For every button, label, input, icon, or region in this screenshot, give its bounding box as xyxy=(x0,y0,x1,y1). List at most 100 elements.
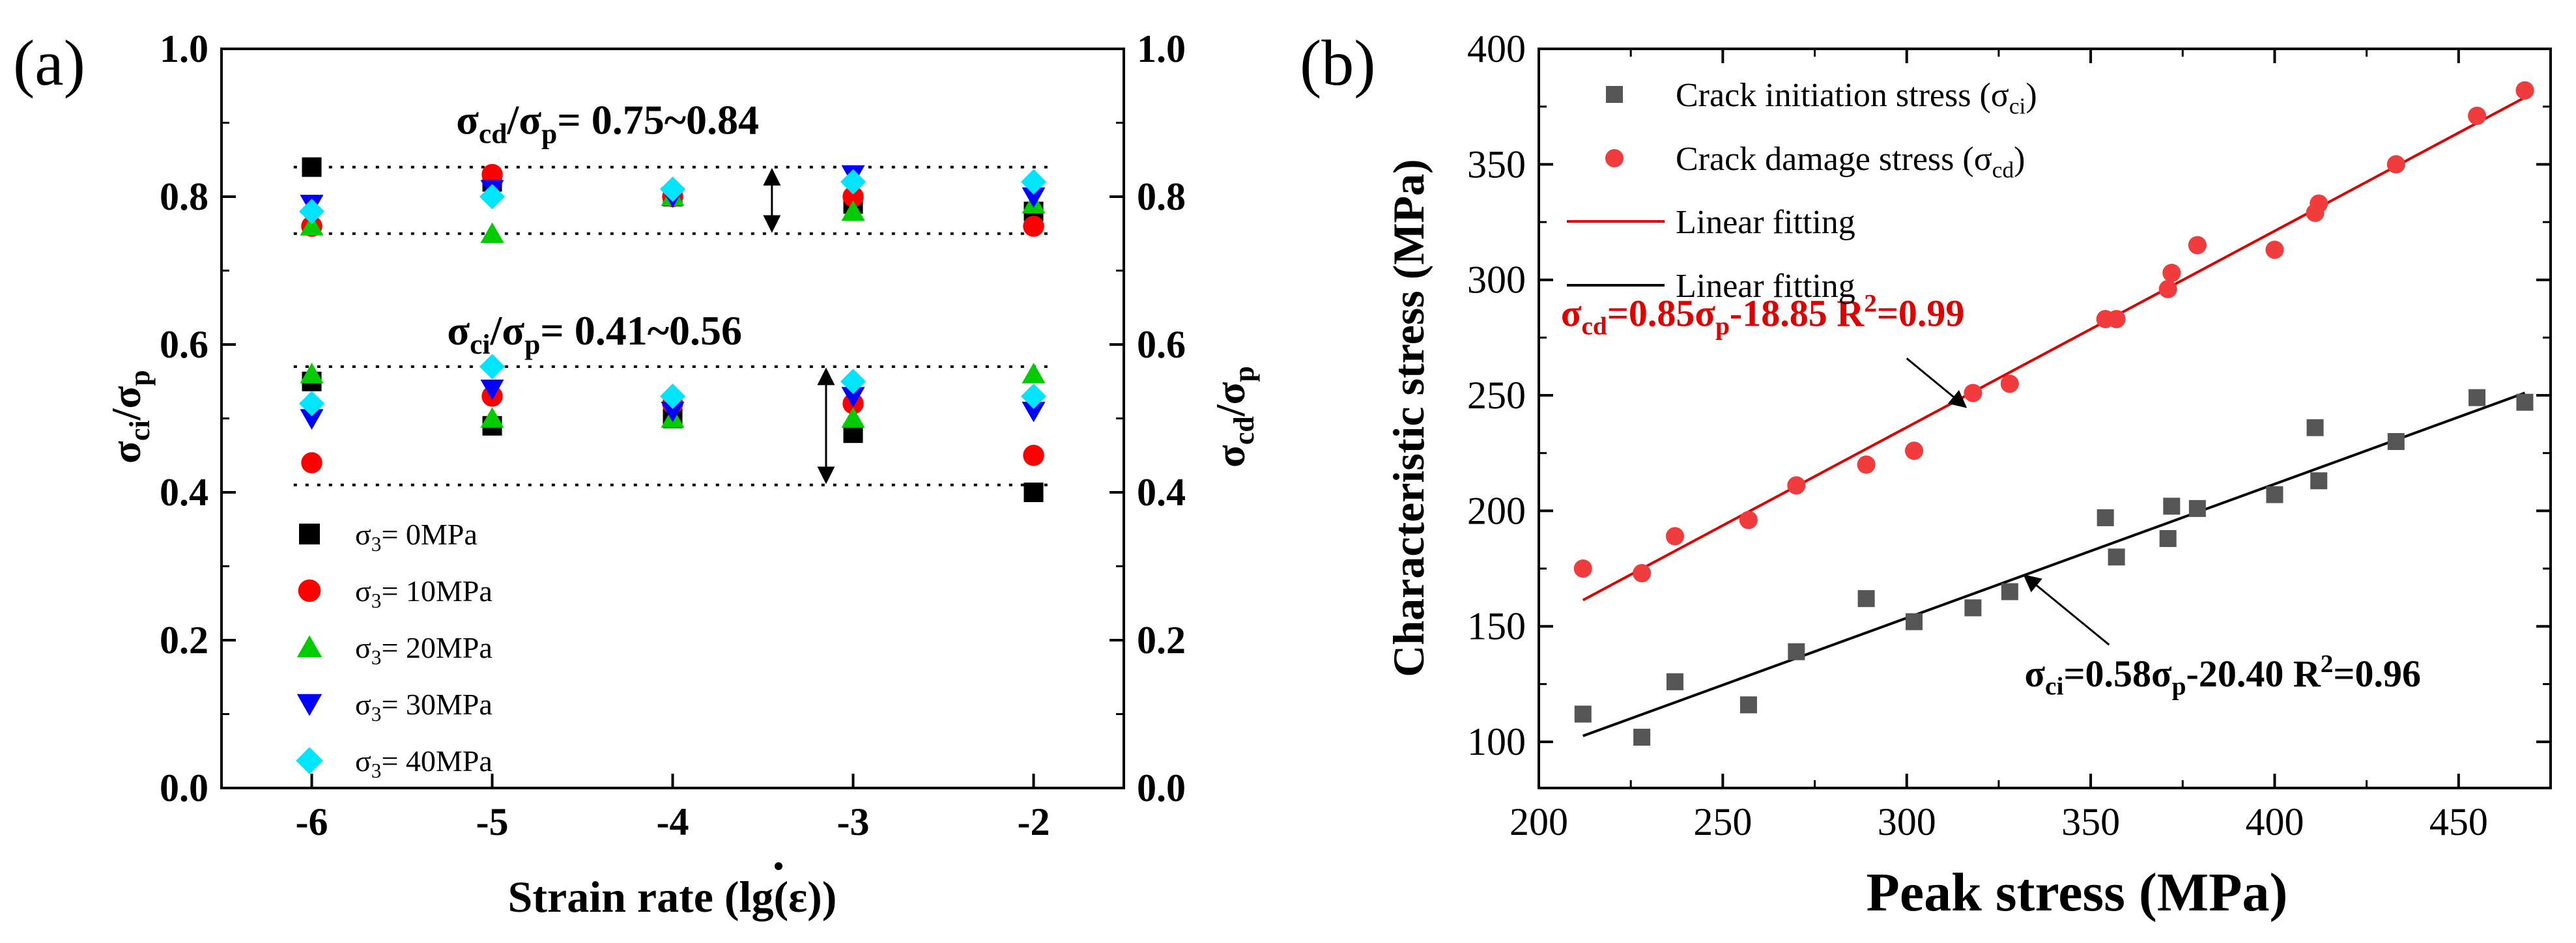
panel-a-label: (a) xyxy=(13,27,85,99)
x-tick-label: 450 xyxy=(2429,800,2488,843)
x-tick-label: 300 xyxy=(1878,800,1936,843)
strain-rate-dot-accent xyxy=(775,862,782,870)
crack-initiation-point xyxy=(1788,643,1805,660)
ci-ratio-point xyxy=(841,387,865,408)
crack-damage-point xyxy=(1857,455,1876,474)
crack-damage-point xyxy=(2386,155,2405,174)
x-tick-label: -4 xyxy=(657,800,689,843)
panel-a-data-points xyxy=(299,157,1046,502)
legend-marker xyxy=(298,579,321,602)
y-right-tick-label: 0.4 xyxy=(1137,471,1186,514)
x-tick-label: 200 xyxy=(1510,800,1568,843)
ci-ratio-point xyxy=(299,391,324,417)
ci-ratio-point xyxy=(661,401,685,423)
linear-fit-line xyxy=(1582,96,2526,602)
panel-a: (a) -6 -5 -4 -3 -2 0.0 0.0 0.2 0.2 0.4 0.4 0.6 0.6 0.… xyxy=(13,27,1260,922)
crack-initiation-point xyxy=(2159,529,2177,547)
ci-ratio-point xyxy=(840,369,866,395)
crack-damage-point xyxy=(2265,240,2284,259)
legend-marker xyxy=(296,635,322,658)
cd-ratio-point xyxy=(1021,169,1046,195)
crack-damage-point xyxy=(2158,279,2177,298)
panel-b-x-axis-label: Peak stress (MPa) xyxy=(1867,862,2288,923)
cd-ratio-point xyxy=(302,157,322,177)
crack-damage-point xyxy=(2515,81,2534,100)
ci-ratio-point xyxy=(301,452,322,473)
crack-initiation-point xyxy=(2387,432,2405,450)
crack-initiation-point xyxy=(2310,472,2328,490)
crack-damage-point xyxy=(1739,511,1758,529)
crack-initiation-point xyxy=(2163,498,2181,515)
crack-initiation-point xyxy=(1666,673,1683,690)
legend-label: σ3= 40MPa xyxy=(355,744,493,782)
crack-damage-point xyxy=(1964,384,1982,402)
cd-ratio-point xyxy=(1023,216,1044,237)
ci-range-annotation: σci/σp= 0.41~0.56 xyxy=(447,307,742,360)
cd-ratio-point xyxy=(480,222,504,243)
panel-a-y-axis-right-label: σcd/σp xyxy=(1207,366,1260,468)
cd-ratio-point xyxy=(660,176,685,203)
y-left-tick-label: 0.8 xyxy=(160,175,208,218)
ci-fit-equation: σci=0.58σp-20.40 R2=0.96 xyxy=(2024,649,2421,701)
cd-ratio-point xyxy=(481,163,503,186)
crack-initiation-point xyxy=(2469,389,2486,406)
y-tick-label: 350 xyxy=(1467,143,1526,186)
cd-ratio-point xyxy=(299,199,324,225)
crack-initiation-point xyxy=(2108,548,2125,566)
crack-damage-point xyxy=(1665,527,1684,546)
legend-label: σ3= 0MPa xyxy=(355,518,478,556)
ci-ratio-point xyxy=(480,379,504,401)
crack-initiation-point xyxy=(1574,705,1592,723)
panel-b-legend: Crack initiation stress (σci) Crack damag… xyxy=(1567,77,2037,305)
crack-initiation-point xyxy=(2001,583,2018,600)
legend-label: σ3= 30MPa xyxy=(355,688,493,725)
x-tick-label: 350 xyxy=(2061,800,2120,843)
crack-damage-point xyxy=(2107,309,2126,329)
panel-b-data-points xyxy=(1573,81,2534,746)
crack-damage-point xyxy=(2468,106,2487,125)
y-tick-label: 200 xyxy=(1467,489,1526,532)
panel-b-equations: σcd=0.85σp-18.85 R2=0.99 σci=0.58σp-20.40… xyxy=(1561,289,2421,701)
y-left-tick-label: 0.0 xyxy=(160,767,208,809)
panel-b: (b) 200 250 300 350 400 450 100 150 200 250 300 350… xyxy=(1300,27,2552,923)
ci-ratio-point xyxy=(1023,445,1044,466)
legend-label: Linear fitting xyxy=(1676,204,1855,241)
panel-a-annotations: σcd/σp= 0.75~0.84 σci/σp= 0.41~0.56 xyxy=(447,97,835,485)
y-tick-label: 300 xyxy=(1467,259,1526,302)
panel-b-ticks: 200 250 300 350 400 450 100 150 200 250 300 350 400 xyxy=(1467,27,2551,843)
y-tick-label: 250 xyxy=(1467,374,1526,417)
ci-fit-equation-arrow xyxy=(2023,574,2110,646)
y-tick-label: 100 xyxy=(1467,720,1526,763)
cd-ratio-point xyxy=(479,184,505,210)
crack-initiation-point xyxy=(2306,419,2324,436)
crack-initiation-point xyxy=(2188,500,2206,517)
legend-label: σ3= 20MPa xyxy=(355,631,493,669)
crack-initiation-point xyxy=(2097,509,2114,527)
y-right-tick-label: 0.8 xyxy=(1137,175,1186,218)
y-left-tick-label: 0.2 xyxy=(160,619,208,662)
crack-damage-point xyxy=(2162,264,2181,283)
crack-damage-point xyxy=(1904,442,1924,460)
crack-damage-point xyxy=(1633,564,1652,583)
panel-a-x-axis-label: Strain rate (lg(ε)) xyxy=(508,872,837,922)
legend-marker xyxy=(299,524,320,544)
legend-label: Linear fitting xyxy=(1676,268,1855,305)
crack-initiation-point xyxy=(2266,486,2283,503)
y-tick-label: 400 xyxy=(1467,27,1526,70)
ci-ratio-point xyxy=(480,407,504,428)
y-right-tick-label: 1.0 xyxy=(1137,27,1186,70)
ci-ratio-point xyxy=(841,407,865,428)
legend-label: Crack damage stress (σcd) xyxy=(1676,141,2025,182)
ci-ratio-point xyxy=(479,354,505,380)
panel-b-fit-lines xyxy=(1582,96,2526,737)
y-right-tick-label: 0.6 xyxy=(1137,323,1186,366)
panel-a-ticks: -6 -5 -4 -3 -2 0.0 0.0 0.2 0.2 0.4 0.4 0.6 0.6 0.8 0.8… xyxy=(160,27,1186,843)
legend-marker xyxy=(1606,86,1623,103)
cd-ratio-point xyxy=(840,169,866,195)
x-tick-label: -3 xyxy=(837,800,870,843)
y-tick-label: 150 xyxy=(1467,605,1526,648)
x-tick-label: -6 xyxy=(296,800,328,843)
legend-marker xyxy=(1605,148,1624,168)
crack-damage-point xyxy=(2000,374,2019,393)
